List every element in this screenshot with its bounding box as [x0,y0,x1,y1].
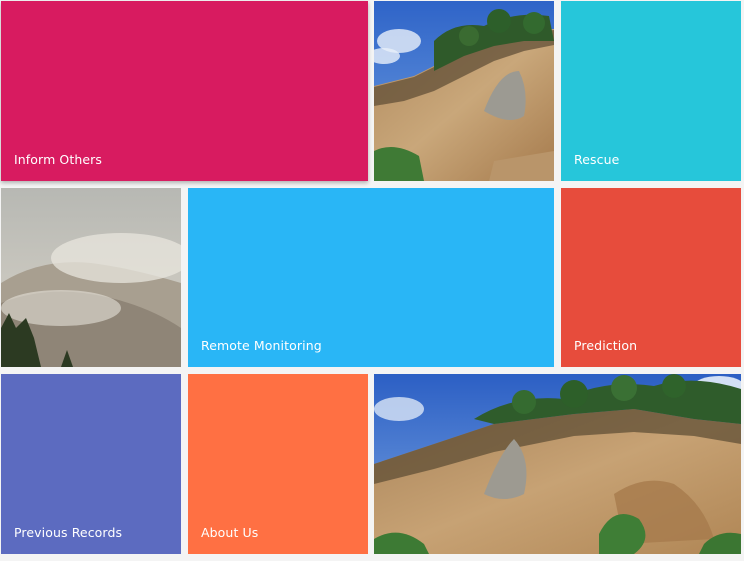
about-us-label: About Us [201,525,259,540]
inform-others-tile[interactable]: Inform Others [1,1,368,181]
landslide-photo-tile-top [374,1,554,181]
about-us-tile[interactable]: About Us [188,374,368,554]
landslide-photo [374,1,554,181]
previous-records-tile[interactable]: Previous Records [1,374,181,554]
foggy-hills-photo-tile [1,188,181,367]
prediction-label: Prediction [574,338,638,353]
landslide-photo-tile-bottom [374,374,741,554]
remote-monitoring-tile[interactable]: Remote Monitoring [188,188,554,367]
rescue-label: Rescue [574,152,620,167]
rescue-tile[interactable]: Rescue [561,1,741,181]
prediction-tile[interactable]: Prediction [561,188,741,367]
remote-monitoring-label: Remote Monitoring [201,338,322,353]
inform-others-label: Inform Others [14,152,103,167]
previous-records-label: Previous Records [14,525,123,540]
landslide-photo [374,374,741,554]
foggy-hills-photo [1,188,181,367]
